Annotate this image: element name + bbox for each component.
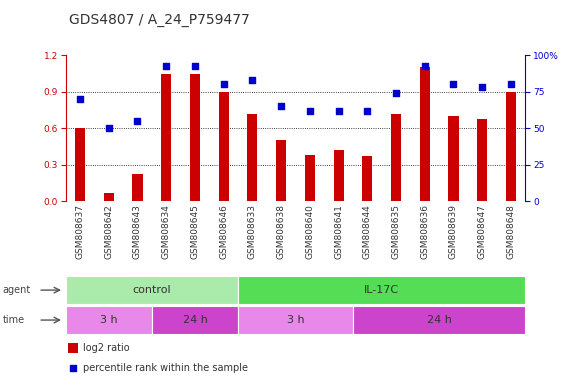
Text: control: control xyxy=(132,285,171,295)
Point xyxy=(162,63,171,69)
Point xyxy=(334,108,343,114)
Bar xyxy=(190,73,200,201)
Bar xyxy=(353,306,525,334)
Bar xyxy=(305,155,315,201)
Text: 24 h: 24 h xyxy=(427,315,452,325)
Bar xyxy=(132,174,143,201)
Point xyxy=(506,81,516,88)
Bar xyxy=(66,276,238,304)
Bar xyxy=(75,128,85,201)
Text: percentile rank within the sample: percentile rank within the sample xyxy=(83,363,248,373)
Point xyxy=(478,84,487,91)
Bar xyxy=(152,306,238,334)
Bar xyxy=(161,73,171,201)
Bar xyxy=(477,119,487,201)
Point xyxy=(133,118,142,124)
Bar xyxy=(420,68,430,201)
Point xyxy=(276,103,286,109)
Text: 3 h: 3 h xyxy=(100,315,118,325)
Bar xyxy=(238,306,353,334)
Bar xyxy=(68,343,78,353)
Point xyxy=(69,365,78,371)
Bar xyxy=(333,150,344,201)
Point xyxy=(392,90,401,96)
Bar xyxy=(238,276,525,304)
Point xyxy=(363,108,372,114)
Point xyxy=(305,108,315,114)
Text: 24 h: 24 h xyxy=(183,315,207,325)
Bar xyxy=(66,306,152,334)
Text: IL-17C: IL-17C xyxy=(364,285,399,295)
Text: agent: agent xyxy=(3,285,31,295)
Point xyxy=(248,77,257,83)
Bar xyxy=(362,156,372,201)
Text: time: time xyxy=(3,315,25,325)
Text: 3 h: 3 h xyxy=(287,315,304,325)
Bar xyxy=(391,114,401,201)
Bar xyxy=(247,114,258,201)
Point xyxy=(75,96,85,102)
Bar xyxy=(506,92,516,201)
Point xyxy=(420,63,429,69)
Point xyxy=(190,63,199,69)
Point xyxy=(449,81,458,88)
Bar xyxy=(448,116,459,201)
Bar xyxy=(104,193,114,201)
Point xyxy=(104,125,113,131)
Point xyxy=(219,81,228,88)
Text: log2 ratio: log2 ratio xyxy=(83,343,130,353)
Bar xyxy=(276,141,286,201)
Text: GDS4807 / A_24_P759477: GDS4807 / A_24_P759477 xyxy=(69,13,250,27)
Bar xyxy=(219,92,229,201)
